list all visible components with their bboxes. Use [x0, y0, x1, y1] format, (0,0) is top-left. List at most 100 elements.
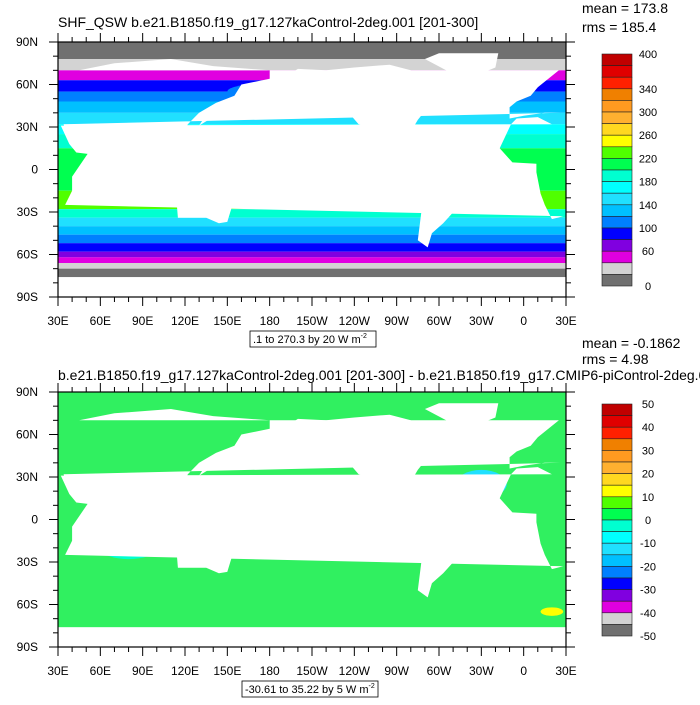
colorbar-box	[601, 484, 633, 498]
contour-info-box	[241, 680, 379, 698]
colorbar-box	[601, 542, 633, 556]
colorbar-label: 340	[639, 84, 657, 96]
colorbar-box	[601, 438, 633, 451]
lat-label: 90S	[17, 290, 38, 304]
contour-band	[58, 226, 566, 235]
lon-label: 30W	[469, 314, 494, 328]
lon-label: 150W	[296, 664, 328, 678]
contour-info: -30.61 to 35.22 by 5 W m-2	[245, 683, 375, 696]
colorbar-label: 300	[639, 107, 657, 119]
lon-label: 120W	[339, 314, 371, 328]
contour-field	[58, 42, 566, 297]
lon-label: 60E	[90, 664, 111, 678]
land-africa	[60, 117, 564, 220]
colorbar-box	[601, 111, 633, 124]
colorbar-label: 10	[642, 492, 654, 504]
colorbar-label: 220	[639, 153, 657, 165]
lon-label: 120W	[339, 664, 371, 678]
colorbar-box	[601, 216, 633, 229]
map-panel-2: 30E 60E 90E 120E 150E 180 150W 120W 90W 60W 30W 0 30…	[16, 335, 700, 698]
colorbar-label: -30	[640, 585, 656, 597]
land-samerica	[409, 502, 475, 598]
lon-label: 180	[260, 664, 280, 678]
colorbar-label: 0	[645, 515, 651, 527]
antarctica	[58, 627, 566, 647]
contour-band	[58, 257, 566, 263]
colorbar-box	[601, 612, 633, 625]
colorbar-box	[601, 426, 633, 440]
colorbar-box	[601, 181, 633, 194]
land-namerica	[286, 414, 445, 509]
mean-stat: mean = -0.1862	[582, 335, 681, 351]
colorbar-box	[601, 250, 633, 264]
colorbar-box	[601, 566, 633, 579]
rms-stat: rms = 4.98	[582, 351, 649, 367]
lon-label: 30E	[47, 314, 68, 328]
contour-band	[58, 234, 566, 244]
colorbar-box	[601, 519, 633, 532]
lon-label: 120E	[171, 664, 199, 678]
lat-label: 90N	[16, 385, 38, 399]
lon-label: 30E	[47, 664, 68, 678]
lon-label: 150W	[296, 314, 328, 328]
colorbar-box	[601, 577, 633, 590]
lon-label: 0	[520, 314, 527, 328]
lon-label: 90E	[132, 314, 153, 328]
land-japan	[199, 457, 216, 476]
lon-label: 60W	[427, 664, 452, 678]
colorbar-label: 180	[639, 177, 657, 189]
colorbar-box	[601, 403, 633, 416]
lat-label: 30S	[17, 555, 38, 569]
land-indonesia	[149, 512, 193, 533]
colorbar-box	[601, 415, 633, 428]
land-greenland	[424, 53, 499, 85]
contour-band	[58, 277, 566, 297]
colorbar-box	[601, 239, 633, 252]
colorbar-box	[601, 88, 633, 101]
lat-label: 60S	[17, 248, 38, 262]
colorbar-box	[601, 531, 633, 544]
lon-label: 60W	[427, 314, 452, 328]
lon-label: 90W	[384, 314, 409, 328]
colorbar-box	[601, 274, 633, 287]
contour-band	[58, 217, 566, 227]
lon-label: 30W	[469, 664, 494, 678]
colorbar-box	[601, 554, 633, 567]
land-eurasia	[63, 59, 561, 167]
colorbar-label: 20	[642, 469, 654, 481]
contour-band	[58, 251, 566, 258]
land-australia	[176, 185, 232, 224]
land-africa	[60, 467, 564, 570]
colorbar-box	[601, 134, 633, 148]
colorbar-label: -50	[640, 631, 656, 643]
panel-title: b.e21.B1850.f19_g17.127kaControl-2deg.00…	[58, 367, 700, 383]
unit-exponent: -2	[361, 333, 367, 340]
colorbar-box	[601, 76, 633, 90]
colorbar-label: 100	[639, 223, 657, 235]
colorbar-label: 140	[639, 200, 657, 212]
land-eurasia	[63, 409, 561, 517]
colorbar-box	[601, 65, 633, 78]
colorbar-box	[601, 158, 633, 171]
contour-info: .1 to 270.3 by 20 W m-2	[253, 333, 367, 346]
colorbar-box	[601, 192, 633, 206]
lat-label: 30N	[16, 120, 38, 134]
colorbar-label: 50	[642, 399, 654, 411]
contour-info-box	[249, 330, 377, 348]
lat-label: 60S	[17, 598, 38, 612]
colorbar-label: 40	[642, 422, 654, 434]
colorbar-box	[601, 227, 633, 240]
colorbar-label: 400	[639, 49, 657, 61]
colorbar-box	[601, 496, 633, 509]
land-australia	[176, 535, 232, 574]
colorbar-box	[601, 589, 633, 602]
land-greenland	[424, 403, 499, 435]
lat-label: 0	[31, 163, 38, 177]
land-samerica	[409, 152, 475, 248]
colorbar-box	[601, 204, 633, 217]
colorbar-box	[601, 461, 633, 474]
lat-label: 60N	[16, 78, 38, 92]
colorbar-label: 260	[639, 130, 657, 142]
colorbar-box	[601, 508, 633, 521]
